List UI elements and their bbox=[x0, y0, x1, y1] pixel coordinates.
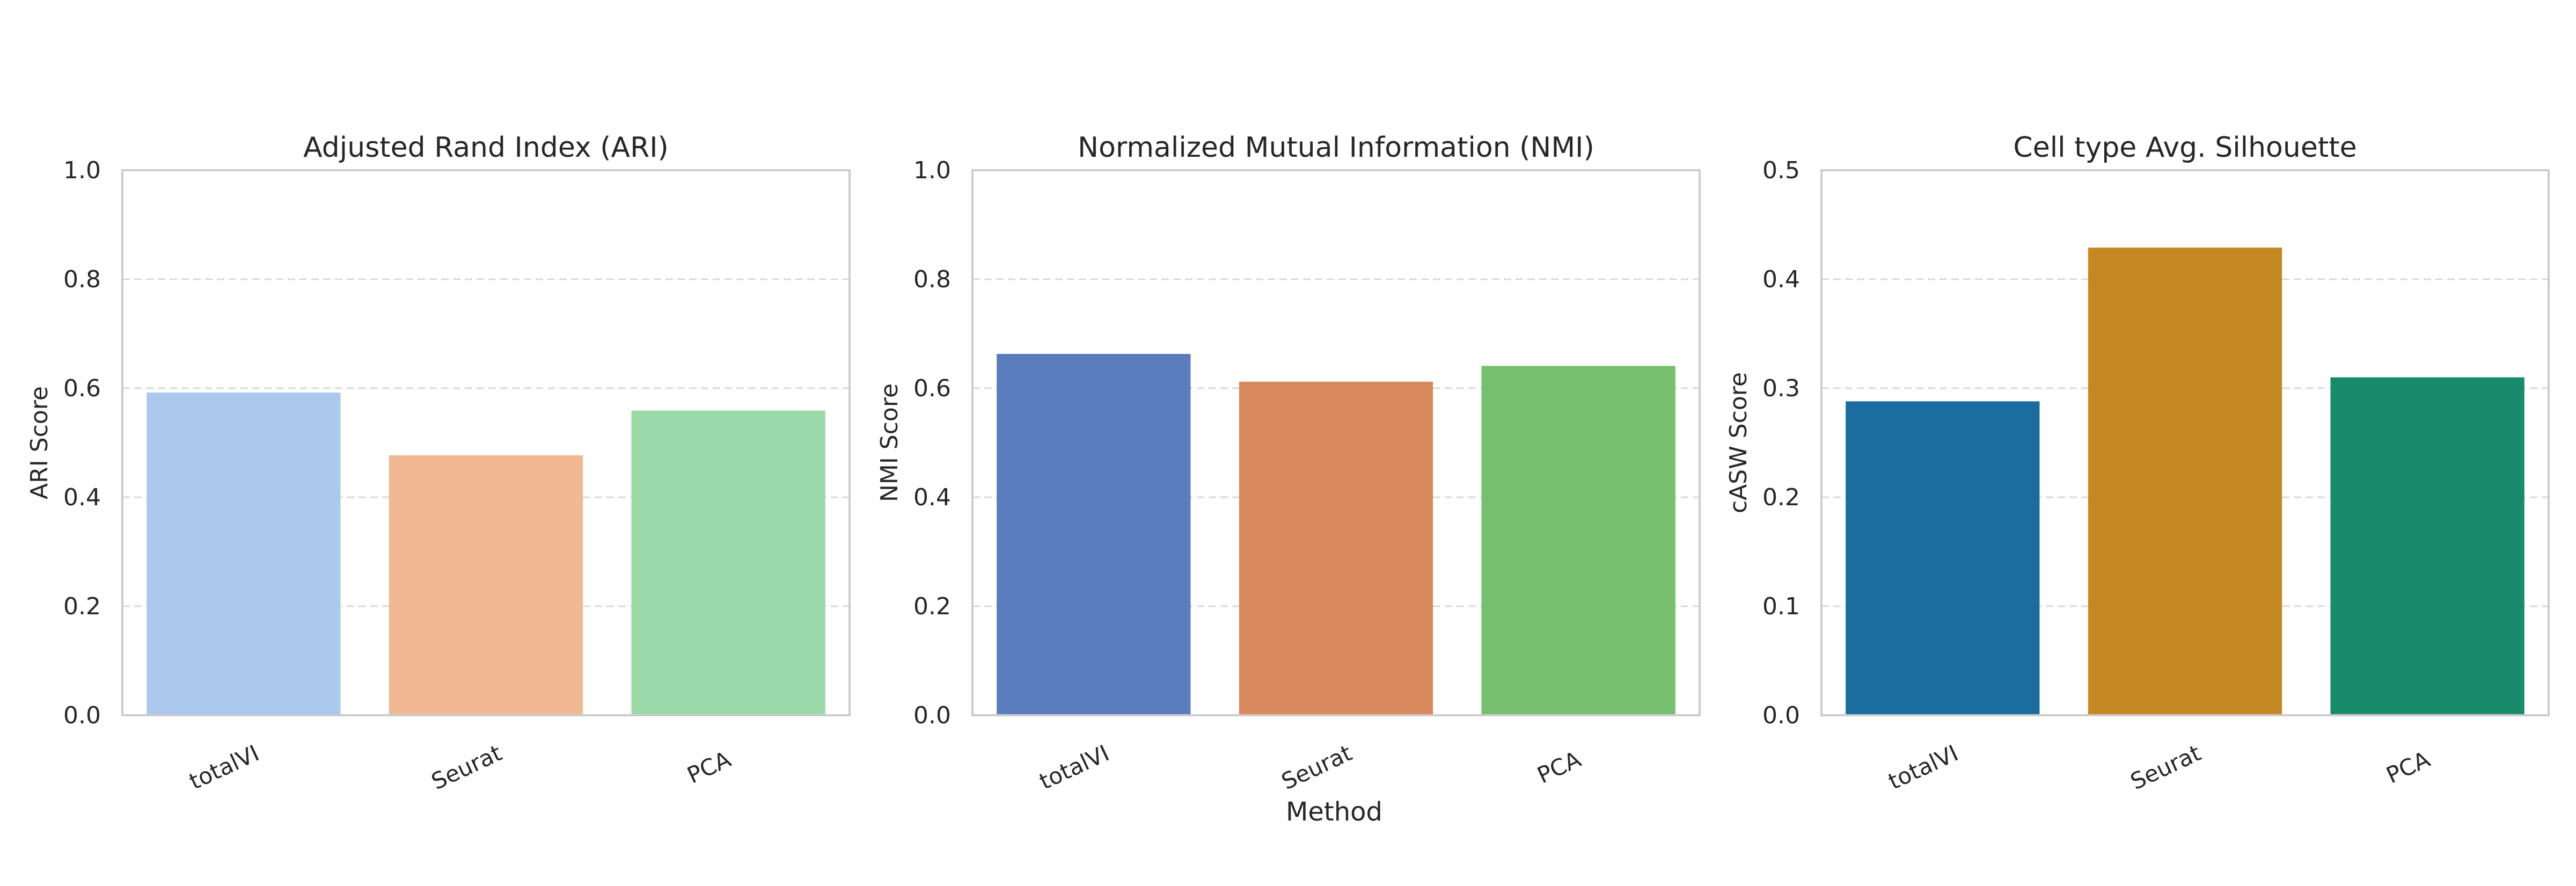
bar-pca bbox=[631, 410, 825, 715]
bar-pca bbox=[1481, 366, 1675, 715]
figure-x-axis-label: Method bbox=[1286, 797, 1382, 827]
x-tick-label: Seurat bbox=[1277, 739, 1356, 795]
y-axis-label: ARI Score bbox=[26, 386, 53, 499]
y-tick-label: 0.4 bbox=[1762, 266, 1800, 293]
y-tick-label: 0.2 bbox=[63, 593, 101, 620]
y-axis-label: NMI Score bbox=[876, 383, 903, 502]
y-axis-label: cASW Score bbox=[1725, 372, 1752, 513]
bar-pca bbox=[2330, 377, 2524, 715]
x-tick-label: totalVI bbox=[1035, 740, 1113, 795]
y-tick-label: 0.2 bbox=[1762, 484, 1800, 511]
bar-seurat bbox=[2088, 248, 2282, 715]
bar-totalvi bbox=[997, 354, 1191, 715]
plot-frame bbox=[121, 169, 851, 716]
x-tick-label: totalVI bbox=[185, 740, 263, 795]
bar-seurat bbox=[389, 455, 583, 715]
chart-panel-1: 0.0 0.2 0.4 0.6 0.8 1.0 totalVI Seurat PCA Adjust… bbox=[26, 132, 851, 795]
plot-frame bbox=[971, 169, 1701, 716]
y-tick-label: 0.4 bbox=[913, 484, 951, 511]
y-tick-label: 0.5 bbox=[1762, 157, 1800, 184]
bar-totalvi bbox=[1846, 401, 2040, 715]
y-tick-label: 0.6 bbox=[913, 375, 951, 402]
plot-frame bbox=[1820, 169, 2550, 716]
y-tick-label: 0.8 bbox=[63, 266, 101, 293]
y-tick-label: 0.0 bbox=[1762, 702, 1800, 729]
y-tick-label: 0.2 bbox=[913, 593, 951, 620]
bar-seurat bbox=[1239, 381, 1433, 715]
chart-title: Adjusted Rand Index (ARI) bbox=[303, 132, 669, 164]
chart-title: Cell type Avg. Silhouette bbox=[2013, 132, 2357, 164]
y-tick-label: 0.3 bbox=[1762, 375, 1800, 402]
y-tick-label: 0.6 bbox=[63, 375, 101, 402]
y-tick-label: 0.4 bbox=[63, 484, 101, 511]
y-tick-label: 0.0 bbox=[913, 702, 951, 729]
x-tick-label: totalVI bbox=[1884, 740, 1962, 795]
y-tick-label: 0.0 bbox=[63, 702, 101, 729]
bar-totalvi bbox=[147, 393, 341, 715]
y-tick-label: 0.1 bbox=[1762, 593, 1800, 620]
chart-title: Normalized Mutual Information (NMI) bbox=[1078, 132, 1594, 164]
y-tick-label: 0.8 bbox=[913, 266, 951, 293]
x-tick-label: Seurat bbox=[427, 739, 506, 795]
x-tick-label: PCA bbox=[2382, 746, 2434, 789]
x-tick-label: PCA bbox=[1533, 746, 1585, 789]
y-tick-label: 1.0 bbox=[913, 157, 951, 184]
chart-panel-2: 0.0 0.2 0.4 0.6 0.8 1.0 totalVI Seurat PCA Normal… bbox=[876, 132, 1701, 795]
x-tick-label: PCA bbox=[683, 746, 735, 789]
x-tick-label: Seurat bbox=[2126, 739, 2205, 795]
chart-panel-3: 0.0 0.1 0.2 0.3 0.4 0.5 totalVI Seurat PCA Cell t… bbox=[1725, 132, 2550, 795]
y-tick-label: 1.0 bbox=[63, 157, 101, 184]
